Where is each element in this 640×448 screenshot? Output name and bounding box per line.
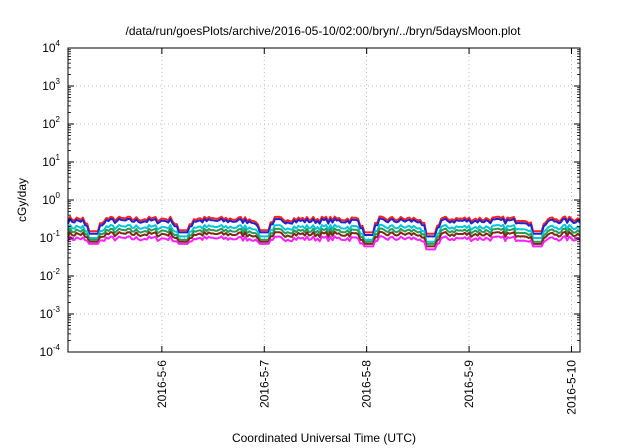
series-line-3 [67,223,581,243]
ticks [68,47,580,353]
y-tick-label: 10-3 [40,305,61,321]
x-tick-label: 2016-5-10 [564,360,578,415]
y-tick-label: 10-4 [40,343,61,359]
series-line-5 [67,230,581,248]
x-tick-label: 2016-5-7 [257,360,271,408]
x-tick-label: 2016-5-8 [360,360,374,408]
grid [68,48,580,352]
x-tick-label: 2016-5-9 [462,360,476,408]
y-tick-label: 10-2 [40,267,61,283]
chart-title: /data/run/goesPlots/archive/2016-05-10/0… [126,24,522,38]
series-line-1 [67,215,581,235]
y-tick-labels: 10-4 10-3 10-2 10-1 100 101 102 103 104 [40,39,61,359]
y-tick-label: 100 [42,191,60,207]
x-axis-label: Coordinated Universal Time (UTC) [232,431,416,445]
y-tick-label: 103 [42,77,60,93]
series-line-4 [67,227,581,245]
y-axis-label: cGy/day [15,178,29,222]
y-tick-label: 104 [42,39,60,55]
series-group [67,215,581,251]
series-line-2 [67,217,581,238]
y-tick-label: 101 [42,153,60,169]
x-tick-labels: 2016-5-6 2016-5-7 2016-5-8 2016-5-9 2016-5-1… [155,360,579,415]
y-tick-label: 102 [42,115,60,131]
series-line-6 [67,235,581,251]
x-tick-label: 2016-5-6 [155,360,169,408]
y-tick-label: 10-1 [40,229,61,245]
